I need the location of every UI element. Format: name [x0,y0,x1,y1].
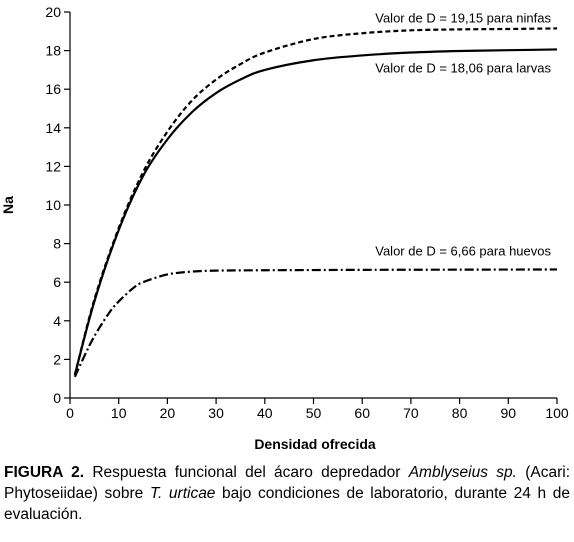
x-tick-label: 100 [545,405,569,421]
caption-label: FIGURA 2. [4,464,85,481]
x-tick-label: 30 [208,405,224,421]
series-line-dash-dot [73,268,558,378]
x-tick-label: 50 [306,405,322,421]
y-tick-label: 6 [53,274,61,290]
caption-text-2: (Acari: Phytoseiidae) sobre [4,464,570,502]
caption-species-2: T. urticae [149,485,216,502]
y-tick-label: 10 [45,197,61,213]
caption-text-1: Respuesta funcional del ácaro depredador [84,464,409,481]
series-annotation: Valor de D = 6,66 para huevos [375,243,551,258]
y-tick-label: 12 [45,158,61,174]
series-layer [73,27,558,378]
y-tick-label: 18 [45,43,61,59]
annotations: Valor de D = 19,15 para ninfas Valor de D… [375,10,551,258]
x-tick-label: 40 [257,405,273,421]
x-tick-label: 90 [501,405,517,421]
x-axis-title: Densidad ofrecida [254,436,376,452]
x-tick-label: 10 [111,405,127,421]
caption-text-3: bajo condiciones de laboratorio, durante… [4,485,570,523]
y-tick-label: 16 [45,81,61,97]
series-annotation: Valor de D = 18,06 para larvas [375,60,551,75]
y-tick-label: 8 [53,236,61,252]
series-annotation: Valor de D = 19,15 para ninfas [375,10,551,25]
y-tick-label: 20 [45,4,61,20]
series-line-dashed [73,27,558,376]
x-tick-label: 20 [160,405,176,421]
y-tick-label: 14 [45,120,61,136]
x-tick-label: 60 [354,405,370,421]
y-axis-title: Na [0,196,16,214]
y-tick-label: 0 [53,390,61,406]
y-tick-label: 2 [53,351,61,367]
figure-caption: FIGURA 2. Respuesta funcional del ácaro … [4,462,570,525]
x-tick-label: 70 [403,405,419,421]
x-tick-label: 80 [452,405,468,421]
series-line-solid [73,48,558,376]
axes: 0 2 4 6 8 10 12 14 16 18 20 0 10 20 30 40 50 60 70 80 90 100 [45,4,568,421]
x-tick-label: 0 [66,405,74,421]
y-tick-label: 4 [53,313,61,329]
caption-species-1: Amblyseius sp. [408,464,517,481]
